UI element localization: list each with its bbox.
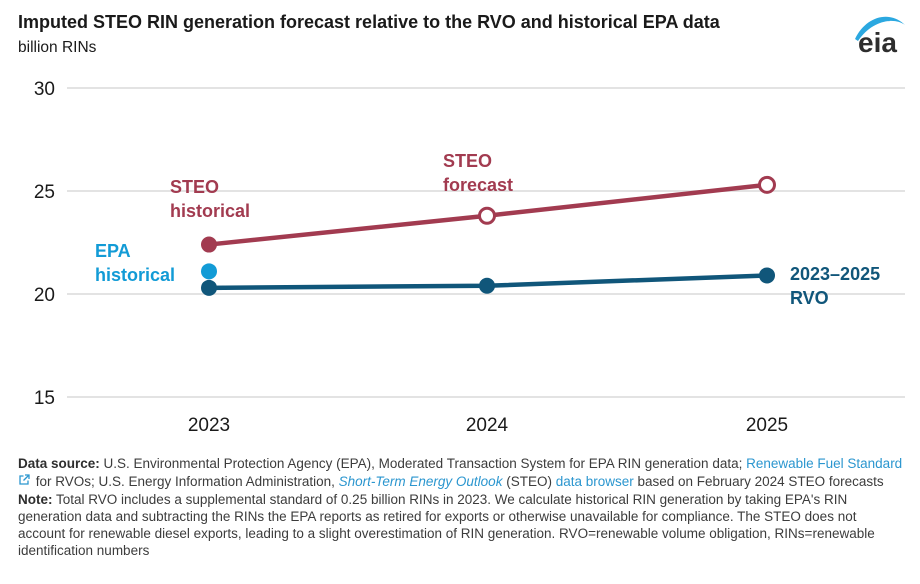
- label-steo-forecast: forecast: [443, 175, 513, 195]
- eia-logo-text: eia: [858, 27, 897, 56]
- chart-title: Imputed STEO RIN generation forecast rel…: [18, 12, 720, 32]
- x-tick-2023: 2023: [188, 415, 230, 436]
- data-source-note: Data source: U.S. Environmental Protecti…: [18, 455, 904, 490]
- note-label: Note:: [18, 492, 53, 507]
- note-text: Total RVO includes a supplemental standa…: [18, 492, 875, 558]
- chart-header: Imputed STEO RIN generation forecast rel…: [18, 12, 840, 57]
- steo-point-2025: [758, 175, 776, 194]
- 2023-2025-rvo-point-2023: [201, 279, 217, 296]
- label-epa-historical: historical: [95, 265, 175, 285]
- data-source-text-2: for RVOs; U.S. Energy Information Admini…: [32, 474, 339, 489]
- chart-unit-subtitle: billion RINs: [18, 38, 97, 56]
- epa-historical-point-2023: [201, 263, 217, 280]
- methodology-note: Note: Total RVO includes a supplemental …: [18, 491, 904, 559]
- y-tick-15: 15: [34, 388, 55, 409]
- data-browser-link[interactable]: data browser: [555, 474, 634, 489]
- y-tick-25: 25: [34, 182, 55, 203]
- x-tick-2024: 2024: [466, 415, 509, 436]
- y-tick-30: 30: [34, 79, 55, 100]
- steo-link[interactable]: Short-Term Energy Outlook: [338, 474, 503, 489]
- data-source-text-1: U.S. Environmental Protection Agency (EP…: [99, 456, 747, 471]
- data-source-text-3: (STEO): [502, 474, 556, 489]
- label-rvo: RVO: [790, 288, 829, 308]
- eia-logo: eia: [855, 16, 905, 56]
- chart-footer: Data source: U.S. Environmental Protecti…: [18, 455, 904, 559]
- data-source-text-4: based on February 2024 STEO forecasts: [633, 474, 884, 489]
- eia-logo-swoosh-icon: [855, 16, 905, 41]
- x-tick-2025: 2025: [746, 415, 788, 436]
- external-link-icon: [19, 472, 30, 489]
- label-epa-historical: EPA: [95, 241, 131, 261]
- label-steo-historical: historical: [170, 201, 250, 221]
- label-rvo: 2023–2025: [790, 264, 880, 284]
- y-tick-20: 20: [34, 285, 55, 306]
- renewable-fuel-standard-link[interactable]: Renewable Fuel Standard: [746, 456, 903, 471]
- steo-point-2024: [478, 206, 496, 225]
- 2023-2025-rvo-point-2025: [759, 267, 775, 284]
- data-source-label: Data source:: [18, 456, 100, 471]
- steo-point-2023: [201, 236, 217, 253]
- 2023-2025-rvo-point-2024: [479, 277, 495, 294]
- label-steo-historical: STEO: [170, 177, 219, 197]
- label-steo-forecast: STEO: [443, 151, 492, 171]
